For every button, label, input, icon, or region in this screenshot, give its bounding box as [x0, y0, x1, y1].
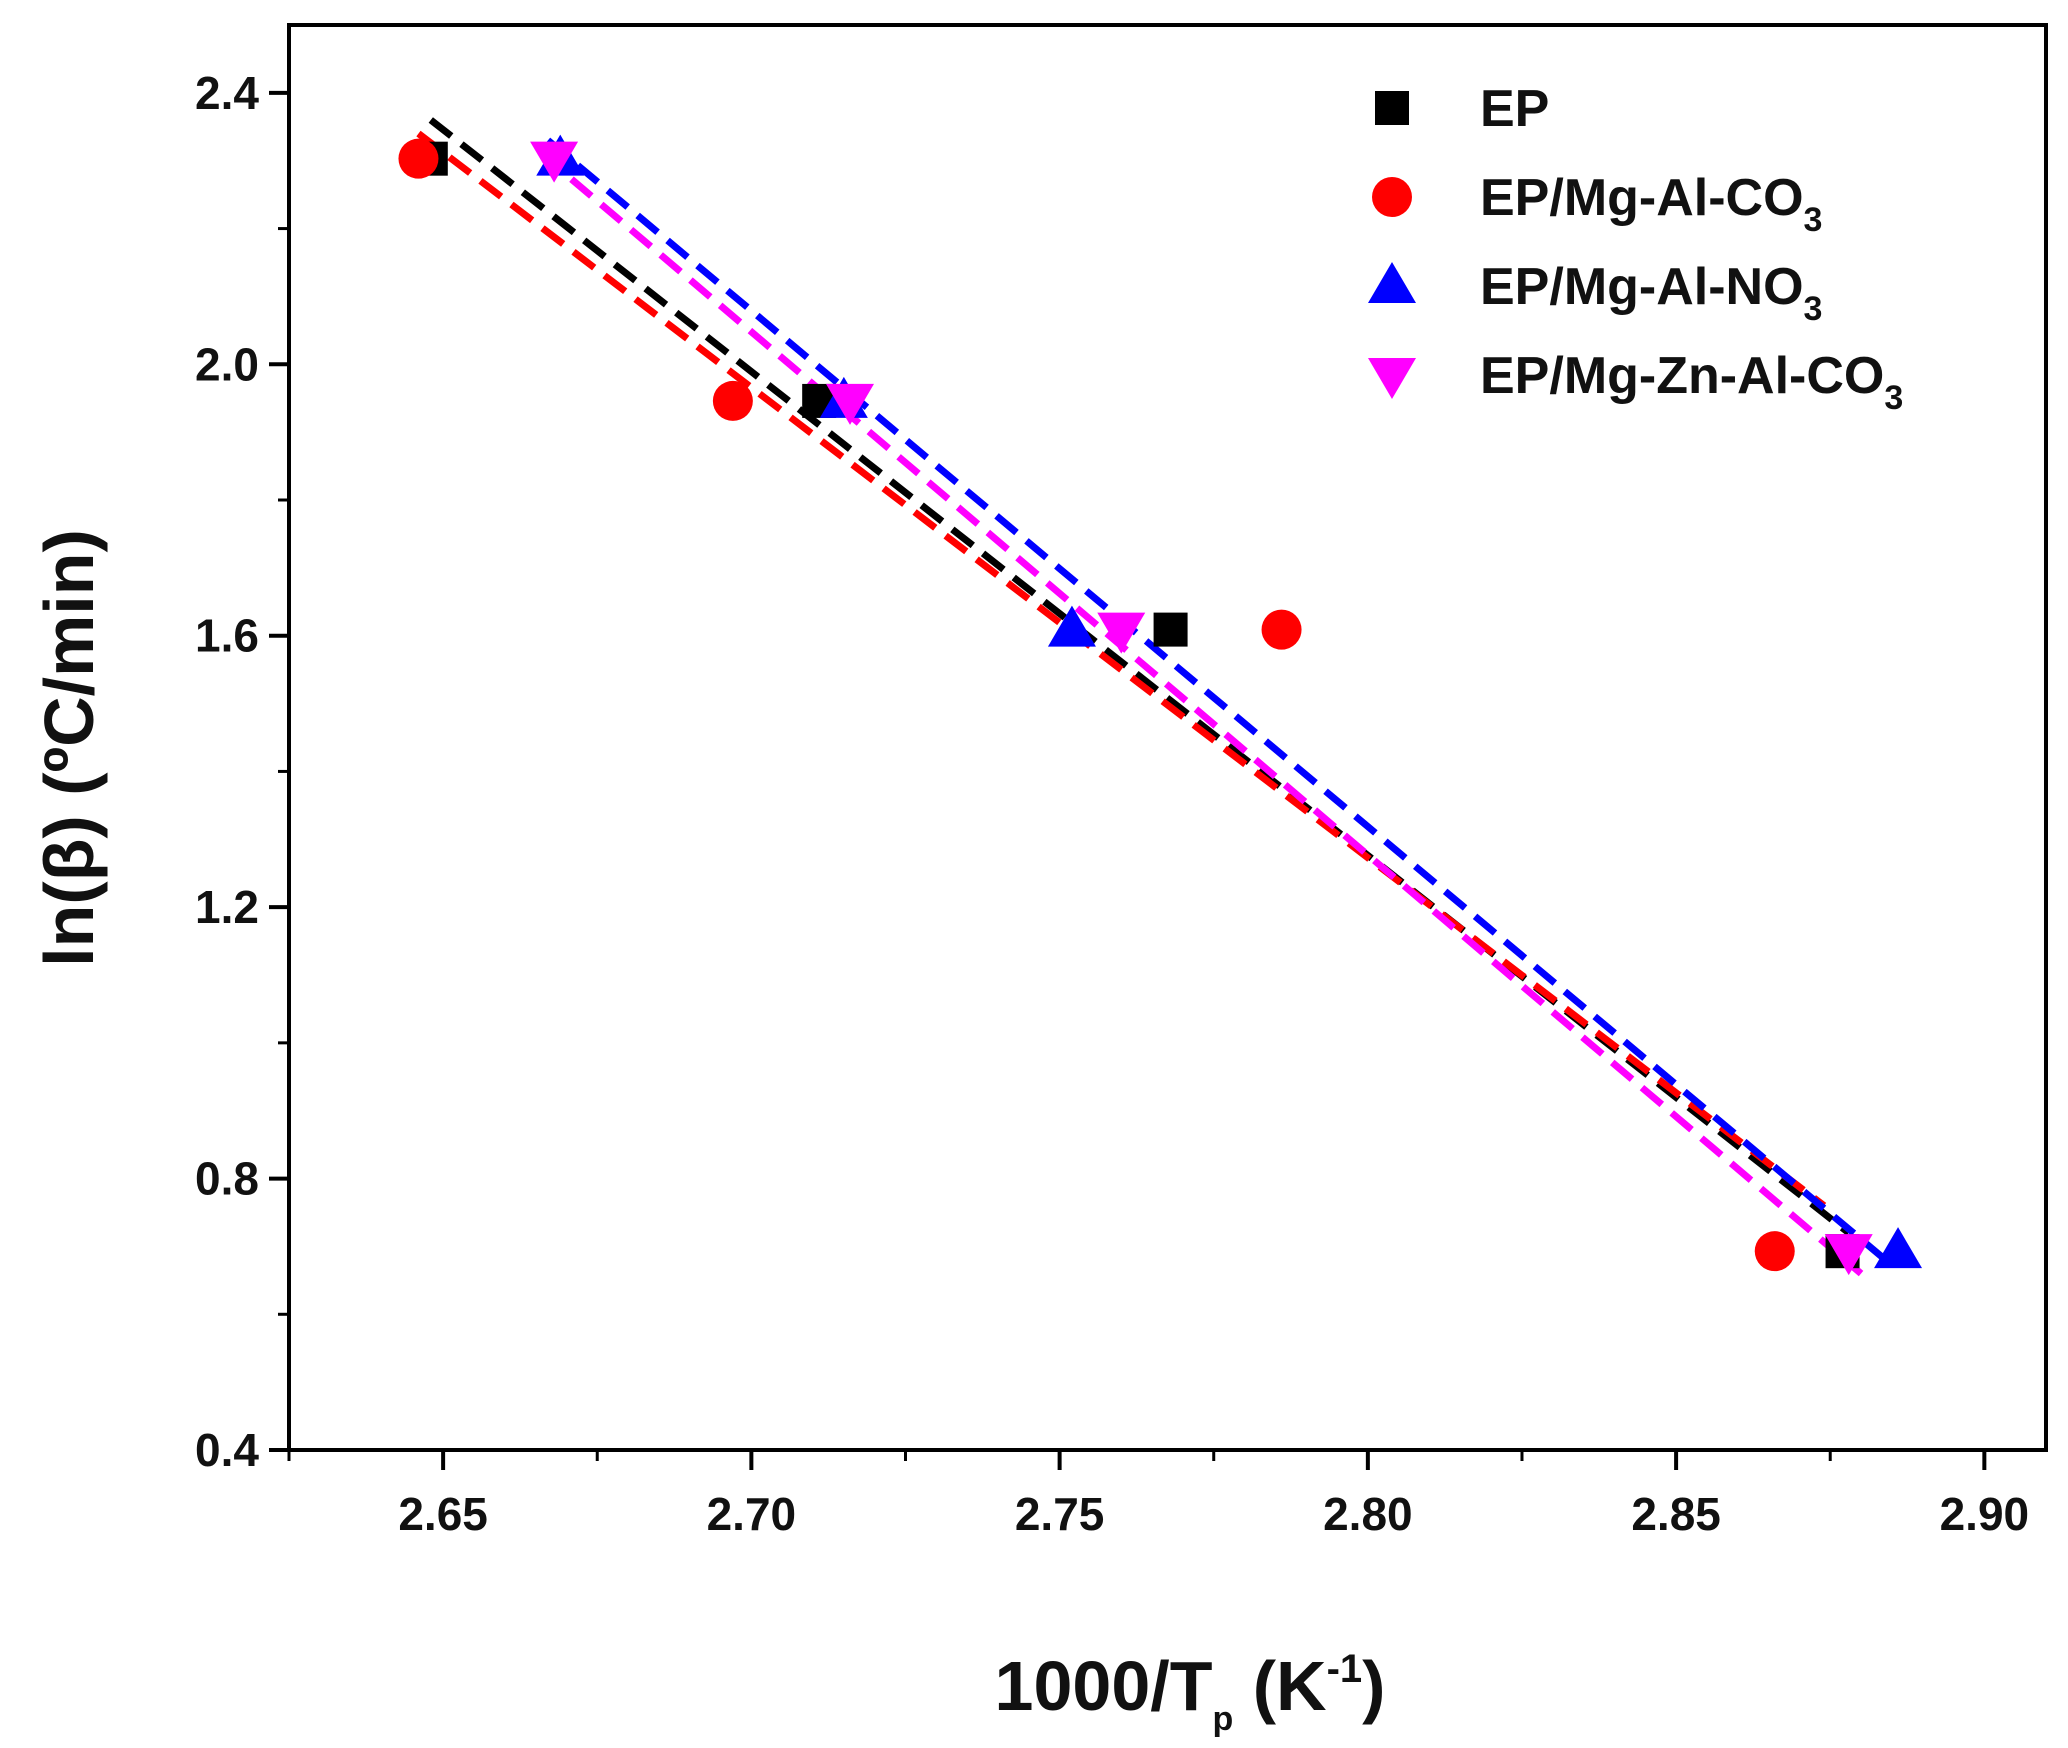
- x-tick-label: 2.90: [1940, 1488, 2030, 1540]
- legend-label-1: EP/Mg-Al-CO3: [1480, 169, 1822, 239]
- legend-label-subscript: 3: [1804, 201, 1823, 239]
- legend-label-main: EP/Mg-Al-CO: [1480, 169, 1804, 227]
- fit-lines: [416, 117, 1888, 1277]
- y-axis-title: ln(β) (ºC/min): [30, 529, 108, 967]
- data-point-s1-p1: [712, 380, 753, 421]
- data-point-s2-p2: [1047, 605, 1096, 647]
- fit-line-2: [545, 137, 1888, 1263]
- data-point-s1-p2: [1261, 609, 1302, 650]
- data-point-s3-p3: [1824, 1234, 1873, 1276]
- x-tick-label: 2.85: [1631, 1488, 1721, 1540]
- y-tick-label: 0.4: [195, 1424, 259, 1476]
- legend-marker-0: [1375, 91, 1409, 125]
- legend-label-main: EP: [1480, 80, 1549, 138]
- y-tick-label: 0.8: [195, 1153, 259, 1205]
- x-tick-label: 2.70: [707, 1488, 797, 1540]
- y-tick-label: 2.4: [195, 67, 259, 119]
- data-point-s1-p0: [398, 138, 439, 179]
- legend-label-main: EP/Mg-Zn-Al-CO: [1480, 347, 1884, 405]
- x-tick-label: 2.80: [1323, 1488, 1413, 1540]
- legend-marker-3: [1368, 358, 1416, 399]
- y-tick-label: 2.0: [195, 338, 259, 390]
- y-tick-label: 1.6: [195, 610, 259, 662]
- data-point-s3-p1: [826, 383, 875, 425]
- data-markers: [398, 134, 1923, 1276]
- fit-line-1: [416, 130, 1827, 1209]
- legend-marker-2: [1368, 262, 1416, 303]
- data-point-s0-p2: [1153, 612, 1188, 647]
- legend: EPEP/Mg-Al-CO3EP/Mg-Al-NO3EP/Mg-Zn-Al-CO…: [1368, 80, 1903, 417]
- legend-label-0: EP: [1480, 80, 1549, 138]
- y-axis: 0.4 0.8 1.2 1.6 2.0 2.4: [195, 67, 289, 1476]
- data-point-s3-p0: [530, 141, 579, 183]
- y-tick-label: 1.2: [195, 881, 259, 933]
- x-axis: 2.65 2.70 2.75 2.80 2.85 2.90: [287, 1450, 2030, 1540]
- x-tick-label: 2.75: [1015, 1488, 1105, 1540]
- legend-marker-1: [1372, 177, 1412, 217]
- x-tick-label: 2.65: [398, 1488, 488, 1540]
- legend-label-subscript: 3: [1804, 290, 1823, 328]
- legend-label-main: EP/Mg-Al-NO: [1480, 258, 1804, 316]
- legend-label-3: EP/Mg-Zn-Al-CO3: [1480, 347, 1903, 417]
- plot-frame: [287, 23, 2048, 1452]
- x-axis-title: 1000/Tp (K-1): [995, 1647, 1386, 1738]
- legend-label-2: EP/Mg-Al-NO3: [1480, 258, 1822, 328]
- data-point-s1-p3: [1754, 1231, 1795, 1272]
- legend-label-subscript: 3: [1884, 379, 1903, 417]
- data-point-s3-p2: [1097, 612, 1146, 654]
- data-point-s2-p3: [1874, 1227, 1923, 1269]
- fit-line-3: [539, 151, 1864, 1277]
